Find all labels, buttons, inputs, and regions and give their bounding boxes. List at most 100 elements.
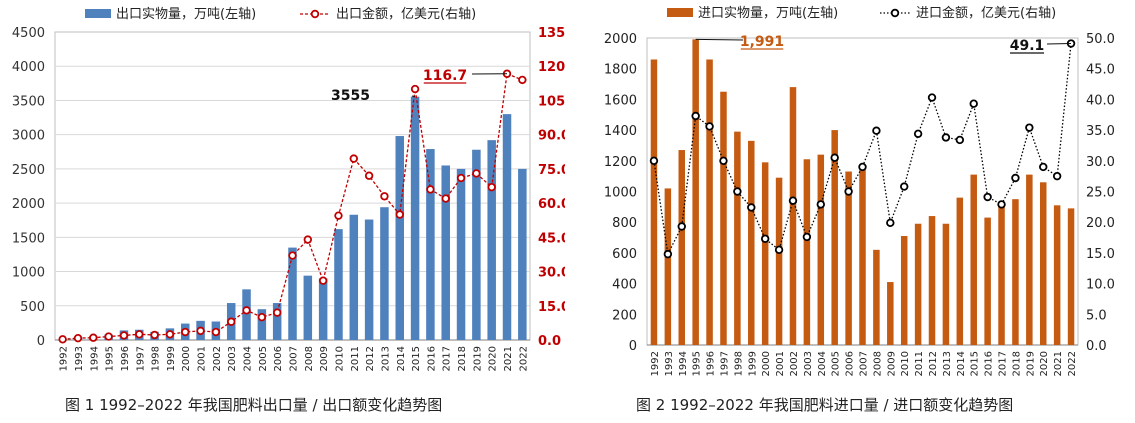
x-tick-label: 1999 bbox=[747, 351, 758, 376]
x-tick-label: 2008 bbox=[304, 346, 315, 371]
line-point bbox=[395, 210, 404, 219]
line-point bbox=[997, 200, 1006, 209]
bar bbox=[942, 223, 950, 345]
bar bbox=[242, 289, 251, 340]
x-tick-label: 1993 bbox=[664, 351, 675, 376]
x-tick-label: 1997 bbox=[135, 346, 146, 371]
legend-bar-swatch bbox=[667, 8, 693, 17]
bar bbox=[426, 149, 435, 340]
line-point bbox=[227, 317, 236, 326]
y-right-tick-label: 0.0 bbox=[538, 334, 561, 349]
bar bbox=[1026, 174, 1033, 345]
line-point bbox=[913, 129, 923, 138]
annotation-label: 1,991 bbox=[740, 34, 784, 50]
bar bbox=[303, 275, 313, 340]
y-left-tick-label: 200 bbox=[612, 308, 637, 323]
y-right-tick-label: 135.0 bbox=[538, 26, 565, 41]
bar bbox=[734, 131, 741, 345]
y-right-tick-label: 120.0 bbox=[538, 60, 565, 75]
line-point bbox=[441, 194, 450, 203]
x-tick-label: 2007 bbox=[289, 346, 300, 371]
bar bbox=[692, 39, 699, 345]
line-point bbox=[303, 235, 313, 244]
y-right-tick-label: 60.0 bbox=[538, 197, 565, 212]
x-tick-label: 2000 bbox=[761, 351, 772, 376]
x-tick-label: 2016 bbox=[426, 346, 437, 371]
bar bbox=[831, 130, 838, 345]
legend-line-label: 进口金额，亿美元(右轴) bbox=[916, 5, 1056, 21]
line-point bbox=[788, 196, 798, 205]
import-chart: 0 200 400 600 800 1000 1200 1400 1600 1800 2000 0.0… bbox=[604, 5, 1115, 376]
y-right-tick-label: 90.0 bbox=[538, 129, 565, 144]
annotation-label: 49.1 bbox=[1010, 38, 1045, 54]
x-tick-label: 2001 bbox=[197, 346, 208, 371]
x-tick-label: 2006 bbox=[273, 346, 284, 371]
bar bbox=[395, 136, 405, 340]
line-point bbox=[181, 327, 190, 337]
x-tick-label: 2014 bbox=[956, 351, 967, 376]
line-point bbox=[941, 133, 951, 142]
bar bbox=[472, 149, 481, 340]
line-point bbox=[349, 154, 358, 163]
line-point bbox=[969, 99, 978, 108]
x-tick-label: 2011 bbox=[914, 351, 925, 376]
x-tick-label: 2005 bbox=[258, 346, 269, 371]
x-tick-label: 2011 bbox=[350, 346, 361, 371]
y-left-tick-label: 2500 bbox=[12, 163, 45, 178]
bar bbox=[318, 278, 328, 340]
legend-bar-label: 进口实物量，万吨(左轴) bbox=[698, 6, 838, 21]
x-tick-label: 2004 bbox=[817, 351, 828, 376]
x-tick-label: 2003 bbox=[227, 346, 238, 371]
x-tick-label: 1998 bbox=[151, 346, 162, 371]
bar bbox=[914, 223, 922, 345]
line-point bbox=[165, 330, 175, 339]
y-left-tick-label: 800 bbox=[612, 216, 637, 231]
x-tick-label: 2017 bbox=[998, 351, 1009, 376]
y-left-tick-label: 400 bbox=[612, 278, 637, 293]
bar bbox=[928, 216, 936, 345]
bar bbox=[859, 166, 866, 345]
line-point bbox=[677, 222, 686, 231]
bar bbox=[334, 229, 343, 340]
x-tick-label: 1996 bbox=[706, 351, 717, 376]
x-tick-label: 2012 bbox=[365, 346, 376, 371]
line-point bbox=[830, 153, 839, 162]
bar bbox=[650, 59, 658, 346]
line-point bbox=[927, 93, 937, 102]
x-tick-label: 1994 bbox=[89, 346, 100, 371]
bar bbox=[720, 91, 727, 345]
line-point bbox=[242, 306, 251, 315]
x-tick-label: 1992 bbox=[650, 351, 661, 376]
line-point bbox=[364, 171, 374, 180]
line-point bbox=[802, 232, 812, 242]
legend-line-marker bbox=[890, 8, 900, 18]
line-point bbox=[288, 251, 297, 260]
line-point bbox=[410, 84, 420, 94]
y-left-tick-label: 0 bbox=[37, 334, 45, 349]
y-right-tick-label: 40.0 bbox=[1086, 93, 1115, 108]
x-tick-label: 2021 bbox=[503, 346, 514, 371]
x-tick-label: 2000 bbox=[181, 346, 192, 371]
y-right-tick-label: 10.0 bbox=[1086, 278, 1115, 293]
x-tick-label: 2005 bbox=[831, 351, 842, 376]
line-point bbox=[844, 187, 853, 196]
y-right-tick-label: 15.0 bbox=[538, 300, 565, 315]
bar bbox=[1039, 182, 1047, 345]
x-tick-label: 2001 bbox=[775, 351, 786, 376]
x-tick-label: 2012 bbox=[928, 351, 939, 376]
bar bbox=[1012, 199, 1019, 345]
line-point bbox=[518, 75, 527, 85]
x-tick-label: 1992 bbox=[59, 346, 70, 371]
line-point bbox=[900, 182, 909, 191]
y-right-tick-label: 20.0 bbox=[1086, 216, 1115, 231]
x-tick-label: 2013 bbox=[380, 346, 391, 371]
line-point bbox=[760, 234, 770, 243]
bar bbox=[257, 309, 267, 340]
x-tick-label: 2010 bbox=[334, 346, 345, 371]
bar bbox=[441, 165, 450, 340]
y-right-tick-label: 25.0 bbox=[1086, 186, 1115, 201]
line-point bbox=[705, 122, 714, 131]
line-point bbox=[104, 332, 113, 341]
bar bbox=[1067, 208, 1075, 345]
line-point bbox=[663, 249, 673, 259]
